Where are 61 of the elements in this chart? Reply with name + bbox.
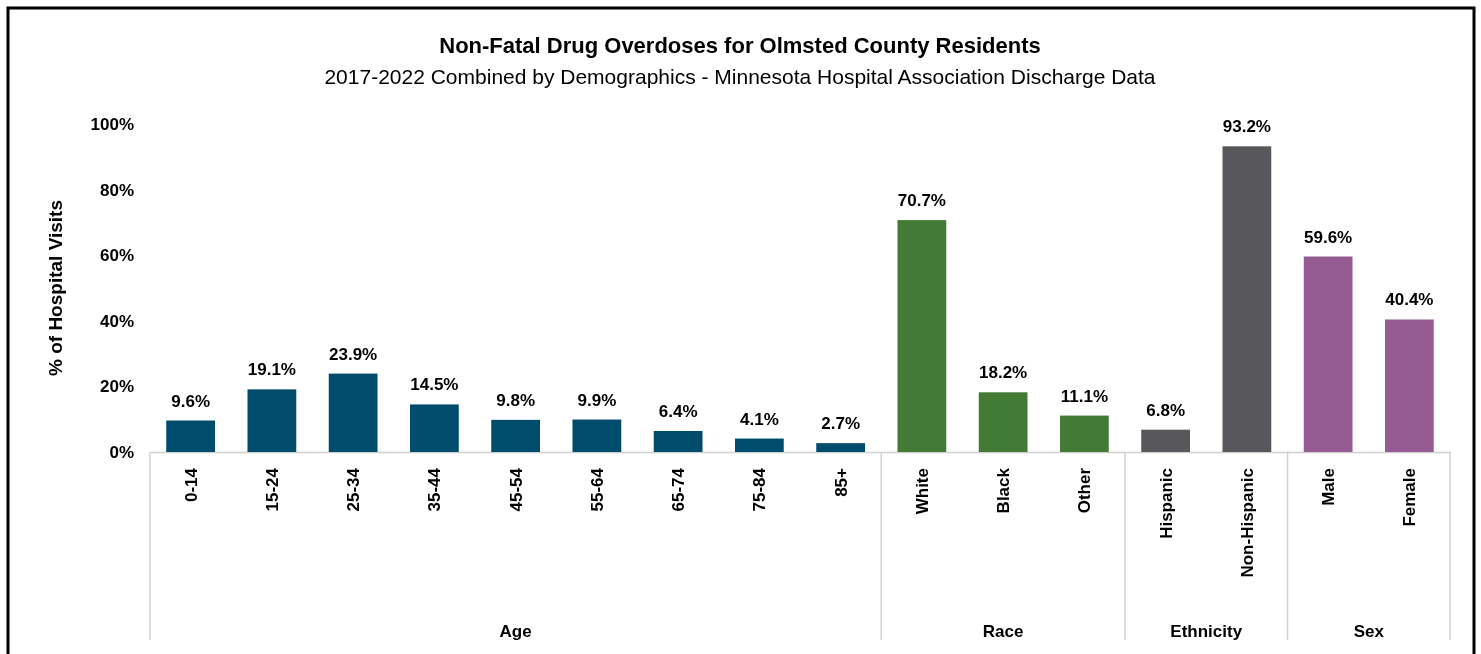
bar <box>572 419 622 452</box>
x-tick-label: Other <box>1075 467 1095 514</box>
y-tick-label: 100% <box>90 114 134 134</box>
text: Sex <box>1353 622 1385 641</box>
data-label: 14.5% <box>410 375 459 395</box>
text: Ethnicity <box>1170 622 1243 641</box>
bar <box>897 220 947 452</box>
data-label: 11.1% <box>1060 386 1109 406</box>
x-tick-label: Non-Hispanic <box>1237 468 1257 578</box>
data-label: 9.9% <box>577 390 617 410</box>
data-label: 9.6% <box>171 391 210 411</box>
bar <box>1222 146 1272 452</box>
bar <box>410 404 459 452</box>
bar <box>653 431 703 452</box>
x-tick-label: 75-84 <box>750 467 770 512</box>
bar <box>1060 415 1109 452</box>
y-tick-label: 20% <box>99 377 134 397</box>
y-axis-title: % of Hospital Visits <box>45 200 66 376</box>
data-label: 23.9% <box>329 344 378 364</box>
data-label: 6.8% <box>1146 400 1185 420</box>
x-tick-label: 0-14 <box>181 467 201 503</box>
text: Race <box>982 622 1024 641</box>
bar <box>978 392 1028 452</box>
data-label: 93.2% <box>1222 117 1271 137</box>
data-label: 59.6% <box>1304 227 1353 247</box>
data-label: 2.7% <box>821 414 860 434</box>
data-label: 4.1% <box>740 409 779 429</box>
chart-subtitle: 2017-2022 Combined by Demographics - Minnesota Hospital Association Discharge Data <box>324 65 1156 88</box>
x-tick-label: 65-74 <box>669 467 689 512</box>
y-tick-label: 80% <box>99 180 134 200</box>
x-tick-label: 85+ <box>831 467 851 497</box>
x-tick-label: 25-34 <box>344 467 364 512</box>
x-tick-label: 45-54 <box>506 467 526 512</box>
x-tick-label: 55-64 <box>587 467 607 512</box>
bar <box>735 438 784 452</box>
y-tick-label: 40% <box>99 311 134 331</box>
bar <box>328 373 378 452</box>
x-tick-label: Male <box>1319 468 1339 506</box>
y-tick-label: 60% <box>99 246 134 266</box>
data-label: 19.1% <box>247 360 296 380</box>
data-label: 18.2% <box>979 363 1028 383</box>
bar <box>816 443 865 452</box>
data-label: 40.4% <box>1385 290 1434 310</box>
bar <box>247 389 297 452</box>
x-tick-label: 35-44 <box>425 467 445 512</box>
bar <box>491 419 540 452</box>
x-tick-label: Hispanic <box>1156 468 1176 539</box>
bar <box>1141 429 1190 452</box>
data-label: 9.8% <box>496 390 535 410</box>
chart-title: Non-Fatal Drug Overdoses for Olmsted County Residents <box>439 33 1041 58</box>
x-tick-label: Black <box>994 467 1014 514</box>
x-tick-label: Female <box>1400 468 1420 527</box>
bar <box>1385 319 1434 452</box>
y-tick-label: 0% <box>109 442 134 462</box>
data-label: 70.7% <box>897 191 946 211</box>
text: Age <box>499 622 532 641</box>
x-tick-label: 15-24 <box>262 467 282 512</box>
bar <box>166 420 215 452</box>
bar <box>1303 256 1353 452</box>
data-label: 6.4% <box>658 402 698 422</box>
x-tick-label: White <box>912 468 932 515</box>
